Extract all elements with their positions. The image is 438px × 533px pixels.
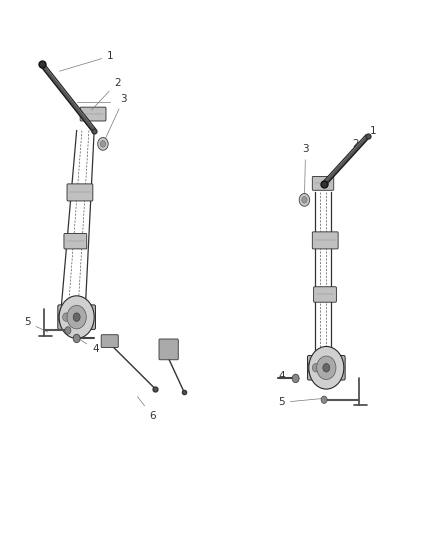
Circle shape — [63, 313, 70, 321]
Text: 2: 2 — [329, 139, 359, 182]
Circle shape — [73, 334, 80, 343]
Circle shape — [73, 313, 80, 321]
Text: 2: 2 — [92, 78, 120, 110]
FancyBboxPatch shape — [58, 305, 95, 329]
Text: 4: 4 — [80, 340, 99, 354]
Text: 3: 3 — [302, 144, 309, 197]
Circle shape — [100, 141, 106, 147]
Text: 1: 1 — [364, 126, 377, 137]
Circle shape — [98, 138, 108, 150]
Text: 4: 4 — [278, 371, 293, 381]
Circle shape — [65, 327, 71, 334]
Text: 5: 5 — [24, 318, 48, 332]
Circle shape — [312, 364, 319, 372]
Text: 6: 6 — [138, 397, 155, 421]
Text: 1: 1 — [60, 51, 114, 71]
Circle shape — [292, 374, 299, 383]
FancyBboxPatch shape — [80, 107, 106, 121]
FancyBboxPatch shape — [101, 335, 118, 348]
Circle shape — [67, 305, 86, 329]
Circle shape — [323, 364, 330, 372]
FancyBboxPatch shape — [314, 287, 336, 302]
FancyBboxPatch shape — [67, 184, 93, 201]
FancyBboxPatch shape — [312, 232, 338, 249]
Circle shape — [302, 197, 307, 203]
Circle shape — [321, 396, 327, 403]
FancyBboxPatch shape — [64, 233, 87, 249]
Circle shape — [317, 356, 336, 379]
Text: 5: 5 — [278, 398, 324, 407]
FancyBboxPatch shape — [307, 356, 345, 380]
Circle shape — [59, 296, 94, 338]
FancyBboxPatch shape — [159, 339, 178, 360]
Circle shape — [308, 358, 324, 377]
Circle shape — [299, 193, 310, 206]
Text: 3: 3 — [104, 94, 127, 141]
FancyBboxPatch shape — [312, 176, 334, 190]
Circle shape — [58, 308, 74, 327]
Circle shape — [309, 346, 344, 389]
